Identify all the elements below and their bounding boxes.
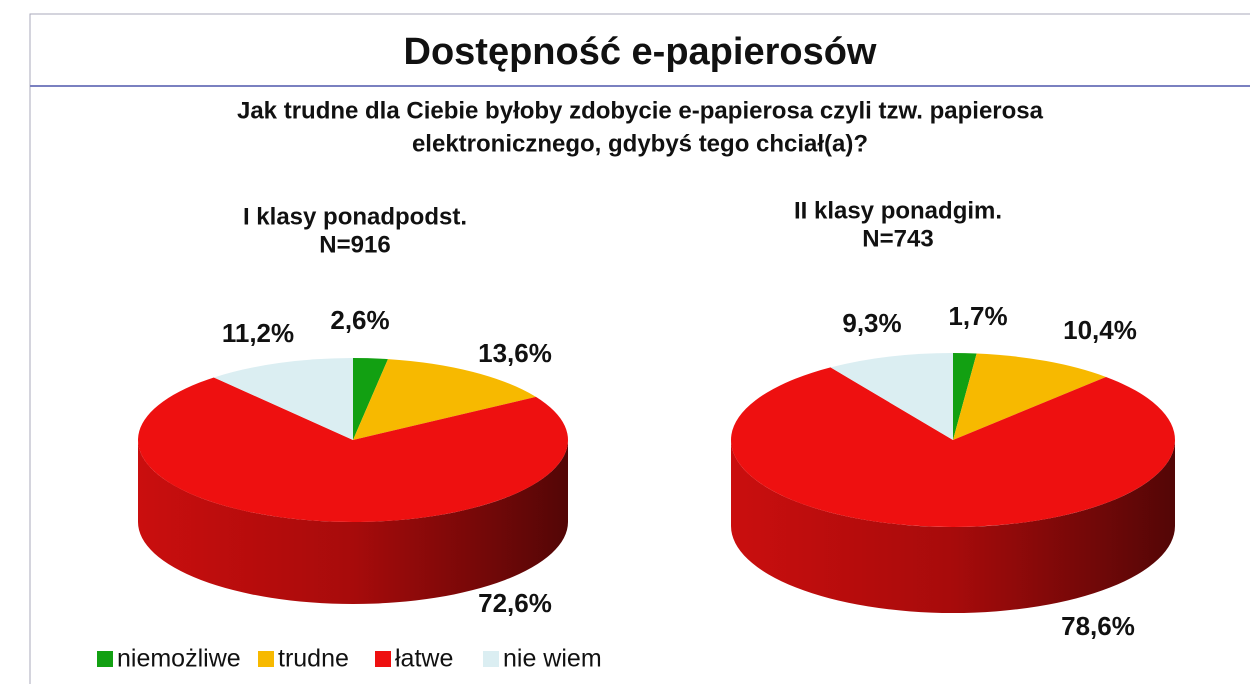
legend-swatch: [97, 651, 113, 667]
data-label: 78,6%: [1061, 611, 1135, 641]
slice: [213, 358, 353, 440]
slice: [731, 367, 1176, 527]
subtitle: Jak trudne dla Ciebie byłoby zdobycie e-…: [237, 97, 1044, 124]
subtitle: elektronicznego, gdybyś tego chciał(a)?: [412, 130, 868, 157]
legend-label: trudne: [278, 645, 349, 673]
slice: [953, 353, 977, 440]
slice: [830, 353, 953, 440]
slice-side: [731, 440, 1175, 613]
frame: [29, 13, 1250, 684]
page-title: Dostępność e-papierosów: [404, 31, 877, 73]
data-label: 1,7%: [948, 301, 1007, 331]
legend-swatch: [483, 651, 499, 667]
legend-label: niemożliwe: [117, 645, 241, 673]
pie-title: II klasy ponadgim.: [794, 197, 1002, 224]
data-label: 9,3%: [842, 308, 901, 338]
pie-title: I klasy ponadpodst.: [243, 203, 467, 230]
pie-subtitle: N=916: [319, 231, 390, 258]
slice: [137, 377, 569, 522]
slice: [953, 353, 1106, 440]
pie-subtitle: N=743: [862, 225, 933, 252]
legend-swatch: [258, 651, 274, 667]
slice: [353, 359, 536, 440]
data-label: 72,6%: [478, 588, 552, 618]
data-label: 2,6%: [330, 305, 389, 335]
data-label: 11,2%: [222, 318, 294, 348]
slice: [353, 358, 388, 440]
legend-label: łatwe: [395, 645, 453, 673]
data-label: 13,6%: [478, 338, 552, 368]
data-label: 10,4%: [1063, 315, 1137, 345]
legend-label: nie wiem: [503, 645, 602, 673]
legend-swatch: [375, 651, 391, 667]
